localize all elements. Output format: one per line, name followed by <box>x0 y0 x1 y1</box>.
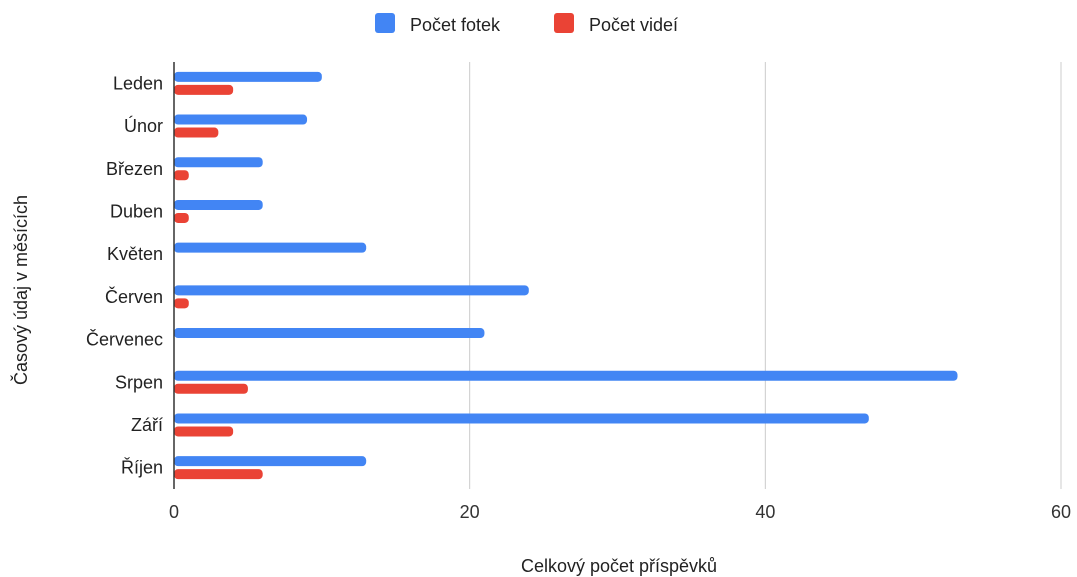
legend: Počet fotek Počet videí <box>375 13 678 35</box>
category-labels: Leden Únor Březen Duben Květen Červen Červenec… <box>86 73 163 477</box>
bar-videos <box>174 212 189 223</box>
category-label: Leden <box>113 73 163 93</box>
bar-videos <box>174 127 219 138</box>
legend-label-photos: Počet fotek <box>410 15 501 35</box>
x-tick-label: 60 <box>1051 502 1071 522</box>
y-axis-title: Časový údaj v měsících <box>10 195 31 385</box>
bar-photos <box>174 114 308 125</box>
legend-swatch-photos <box>375 13 395 33</box>
bar-videos <box>174 469 263 480</box>
x-axis-title: Celkový počet příspěvků <box>521 556 717 576</box>
category-label: Únor <box>124 115 163 136</box>
x-tick-label: 40 <box>755 502 775 522</box>
category-label: Květen <box>107 244 163 264</box>
category-label: Červen <box>105 286 163 307</box>
bar-videos <box>174 298 189 309</box>
category-label: Říjen <box>121 458 163 478</box>
x-tick-labels: 0 20 40 60 <box>169 502 1071 522</box>
x-tick-label: 20 <box>460 502 480 522</box>
bar-photos <box>174 456 367 467</box>
bar-photos <box>174 199 263 210</box>
bar-photos <box>174 370 958 381</box>
bar-photos <box>174 71 322 82</box>
bar-photos <box>174 413 869 424</box>
bar-photos <box>174 242 367 253</box>
category-label: Červenec <box>86 329 163 350</box>
category-label: Březen <box>106 159 163 179</box>
bar-photos <box>174 157 263 168</box>
legend-swatch-videos <box>554 13 574 33</box>
bar-videos <box>174 383 248 394</box>
bar-videos <box>174 84 234 95</box>
bar-photos <box>174 285 529 296</box>
gridlines <box>469 62 1062 489</box>
category-label: Srpen <box>115 372 163 392</box>
bar-videos <box>174 170 189 181</box>
bar-videos <box>174 426 234 437</box>
category-label: Září <box>131 415 163 435</box>
x-tick-label: 0 <box>169 502 179 522</box>
legend-label-videos: Počet videí <box>589 15 678 35</box>
category-label: Duben <box>110 201 163 221</box>
bar-photos <box>174 328 485 339</box>
bars <box>174 71 958 480</box>
